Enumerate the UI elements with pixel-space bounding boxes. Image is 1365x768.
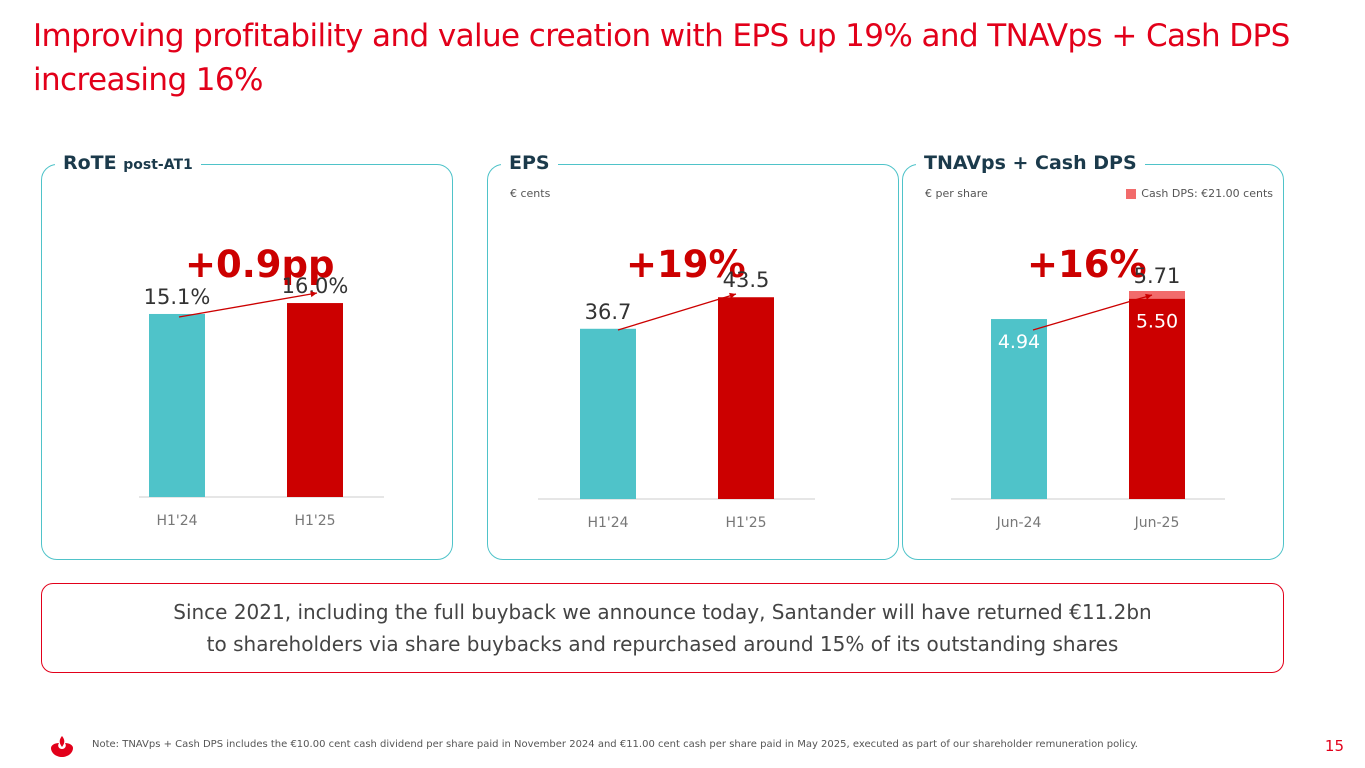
bar-h1'24 [149,313,205,497]
rote-growth-label: +0.9pp [185,243,335,286]
bar-jun-25 [1129,298,1185,499]
page-title: Improving profitability and value creati… [33,18,1290,98]
rote-panel: RoTE post-AT1 +0.9pp 15.1% H1'24 16.0% H1'2… [41,149,453,560]
x-tick-label: H1'25 [725,515,766,531]
bar-value-label: 43.5 [723,268,770,292]
cash-dps-legend-label: Cash DPS: €21.00 cents [1141,187,1273,200]
tnav-growth-label: +16% [1027,243,1147,286]
trend-arrow-head [1145,293,1152,300]
buyback-callout: Since 2021, including the full buyback w… [41,583,1284,673]
cash-dps-legend: Cash DPS: €21.00 cents [1126,187,1273,200]
eps-panel-title: EPS [501,149,558,177]
tnav-chart: 4.94 Jun-24 5.50 5.71 Jun-25 [951,264,1225,531]
santander-flame-icon [51,736,73,757]
bar-h1'25 [287,303,343,497]
callout-line-1: Since 2021, including the full buyback w… [173,600,1152,624]
tnav-panel-title: TNAVps + Cash DPS [916,149,1145,177]
trend-arrow-head [729,292,736,299]
tnav-panel: TNAVps + Cash DPS € per share Cash DPS: … [902,149,1284,560]
page-number: 15 [1324,737,1344,755]
trend-arrow-head [310,291,317,298]
callout-line-2: to shareholders via share buybacks and r… [206,632,1119,656]
rote-chart: 15.1% H1'24 16.0% H1'25 [139,274,384,529]
x-tick-label: Jun-25 [1134,515,1180,531]
x-tick-label: H1'24 [587,515,628,531]
bar-total-label: 5.71 [1134,264,1181,288]
trend-arrow-line [617,293,737,331]
bar-value-label: 15.1% [144,285,211,309]
trend-arrow-line [1032,294,1153,331]
trend-arrow-line [178,292,318,318]
bar-jun-24 [991,319,1047,499]
bar-h1'25 [718,297,774,499]
bar-inner-label: 4.94 [998,331,1040,353]
footnote: Note: TNAVps + Cash DPS includes the €10… [92,739,1138,750]
bar-value-label: 36.7 [585,300,632,324]
tnav-unit-label: € per share [925,187,988,200]
bar-h1'24 [580,328,636,499]
x-tick-label: H1'25 [294,513,335,529]
bar-value-label: 16.0% [282,274,349,298]
cash-dps-segment-jun-25 [1129,290,1185,299]
eps-panel: EPS € cents +19% 36.7 H1'24 43.5 H1'25 [487,149,899,560]
x-tick-label: H1'24 [156,513,197,529]
cash-dps-legend-swatch [1126,188,1137,199]
eps-chart: 36.7 H1'24 43.5 H1'25 [538,268,815,531]
eps-growth-label: +19% [626,243,746,286]
x-tick-label: Jun-24 [996,515,1042,531]
eps-unit-label: € cents [510,187,551,200]
bar-inner-label: 5.50 [1136,311,1178,333]
rote-panel-title: RoTE post-AT1 [55,149,201,179]
